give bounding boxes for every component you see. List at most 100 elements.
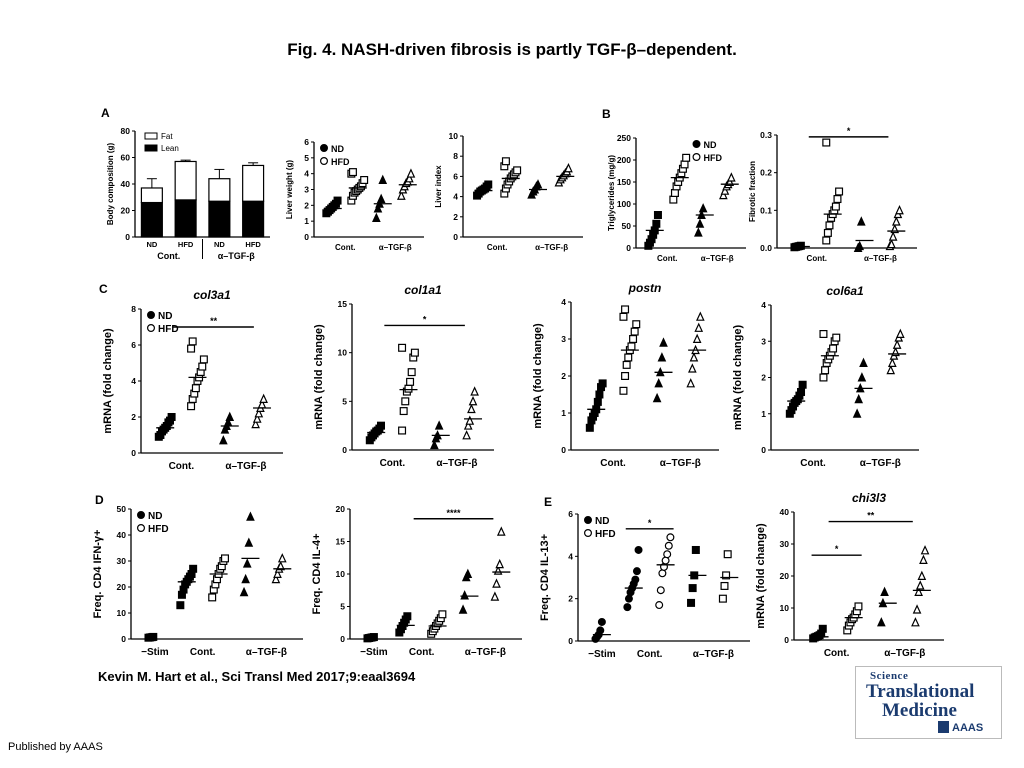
y-tick-label: 0 — [561, 445, 566, 455]
data-point — [718, 594, 727, 603]
data-point — [463, 568, 473, 579]
data-point — [360, 176, 369, 185]
data-point — [919, 554, 928, 565]
y-tick-label: 1 — [304, 216, 309, 226]
y-tick-label: 0 — [342, 445, 347, 455]
y-tick-label: 60 — [121, 153, 131, 163]
y-tick-label: 1 — [761, 409, 766, 419]
significance-label: **** — [447, 508, 462, 518]
y-tick-label: 15 — [336, 537, 346, 547]
x-group-label: α–TGF-β — [535, 243, 568, 252]
data-point — [663, 550, 672, 559]
legend-swatch — [144, 144, 158, 152]
y-tick-label: 2 — [304, 200, 309, 210]
data-point — [176, 601, 185, 610]
data-point — [490, 591, 500, 601]
data-point — [818, 624, 827, 633]
x-group-label: α–TGF-β — [246, 647, 287, 658]
data-point — [624, 353, 633, 362]
legend-label: Fat — [161, 132, 173, 141]
y-tick-label: 3 — [761, 336, 766, 346]
data-point — [723, 550, 732, 559]
legend-marker — [692, 140, 701, 149]
y-tick-label: 20 — [336, 504, 346, 514]
data-point — [887, 357, 897, 367]
y-tick-label: 1 — [561, 408, 566, 418]
data-point — [595, 390, 604, 399]
data-point — [244, 537, 254, 547]
data-point — [597, 617, 606, 626]
y-tick-label: 50 — [117, 504, 127, 514]
significance-label: ** — [867, 511, 875, 521]
data-point — [727, 172, 736, 182]
x-group-label: Cont. — [190, 647, 216, 658]
logo-line-translational: Translational — [866, 681, 975, 702]
data-point — [501, 157, 510, 166]
data-point — [462, 430, 471, 440]
significance-label: * — [648, 518, 652, 528]
x-tick-label: ND — [214, 240, 225, 249]
data-point — [373, 203, 383, 213]
data-point — [822, 138, 831, 147]
y-tick-label: 4 — [453, 192, 458, 202]
data-point — [797, 388, 806, 397]
data-point — [378, 174, 388, 184]
x-group-label: Cont. — [637, 649, 663, 660]
data-point — [406, 168, 416, 178]
y-tick-label: 10 — [780, 603, 790, 613]
x-group-label: Cont. — [657, 254, 677, 263]
data-point — [208, 593, 217, 602]
panel-e2: chi3l3 0 10 20 30 40 mRNA (fold change) Cont. α–… — [755, 491, 944, 659]
data-point — [796, 241, 805, 250]
data-point — [460, 590, 469, 600]
data-point — [695, 218, 705, 228]
y-tick-label: 10 — [117, 608, 127, 618]
data-point — [369, 633, 378, 642]
x-group-label: Cont. — [335, 243, 355, 252]
data-point — [687, 363, 697, 373]
panel-title: chi3l3 — [852, 491, 886, 505]
y-tick-label: 10 — [336, 569, 346, 579]
data-point — [623, 603, 632, 612]
data-point — [241, 573, 250, 584]
data-point — [585, 423, 594, 432]
x-group-label: α–TGF-β — [884, 648, 925, 659]
y-tick-label: 20 — [121, 206, 131, 216]
data-point — [430, 439, 439, 450]
data-point — [276, 560, 286, 571]
y-tick-label: 2 — [561, 371, 566, 381]
legend-label: ND — [148, 511, 162, 522]
bar-fat — [208, 178, 231, 202]
legend-marker — [320, 144, 329, 153]
data-point — [877, 617, 886, 627]
data-point — [888, 231, 898, 241]
legend-swatch — [144, 132, 158, 140]
y-tick-label: 4 — [131, 376, 136, 386]
data-point — [912, 604, 922, 614]
y-axis-label: mRNA (fold change) — [755, 523, 767, 629]
y-tick-label: 2 — [761, 373, 766, 383]
y-tick-label: 40 — [780, 507, 790, 517]
y-tick-label: 10 — [338, 348, 348, 358]
legend-marker — [147, 311, 156, 320]
data-point — [470, 386, 479, 396]
x-tick-label: HFD — [245, 240, 261, 249]
y-tick-label: 20 — [780, 571, 790, 581]
x-group-label: −Stim — [141, 647, 169, 658]
data-point — [682, 153, 691, 162]
data-point — [854, 393, 864, 404]
data-point — [852, 408, 862, 418]
x-group-label: α–TGF-β — [864, 254, 897, 263]
significance-label: * — [847, 126, 851, 136]
data-point — [598, 379, 607, 388]
data-point — [859, 357, 868, 367]
x-group-label: α–TGF-β — [693, 649, 734, 660]
data-point — [627, 342, 636, 351]
panel-c4: col6a1 0 1 2 3 4 mRNA (fold change) Cont. α–TGF-… — [732, 284, 919, 469]
data-point — [187, 344, 196, 353]
data-point — [819, 330, 828, 339]
data-point — [410, 348, 419, 357]
panel-letter: B — [602, 107, 611, 121]
data-point — [895, 205, 904, 215]
